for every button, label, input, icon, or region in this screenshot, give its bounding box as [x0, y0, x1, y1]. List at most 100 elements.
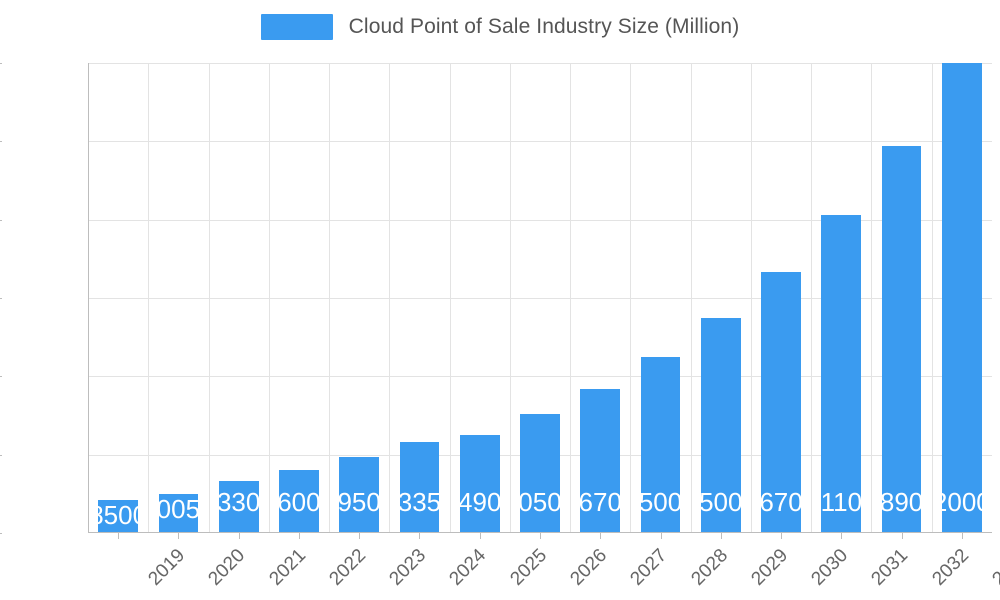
x-axis-tick-mark: [781, 533, 782, 539]
x-axis-tick-label: 2032: [927, 545, 973, 590]
x-axis-tick-mark: [299, 533, 300, 539]
bar[interactable]: 10050: [158, 493, 199, 533]
bar-slot: 10050: [158, 63, 199, 533]
x-axis-tick-label: 2025: [506, 545, 551, 590]
bar[interactable]: 98900: [881, 145, 922, 533]
gridline-vertical: [329, 63, 330, 533]
gridline-vertical: [510, 63, 511, 533]
bar-value-label: 24900: [459, 487, 500, 517]
gridline-vertical: [148, 63, 149, 533]
bar[interactable]: 16000: [279, 470, 319, 533]
bar-slot: 8500: [98, 63, 138, 533]
bar-slot: 55000: [700, 63, 741, 533]
gridline-horizontal: [88, 141, 992, 143]
x-axis-tick-label: 2020: [204, 545, 250, 590]
bar-slot: 45000: [640, 63, 681, 533]
x-axis-tick-mark: [721, 533, 722, 539]
x-axis-tick-label: 2019: [144, 545, 190, 590]
bar-slot: 81100: [821, 63, 862, 533]
x-axis-tick-label: 2029: [747, 545, 792, 590]
x-axis-tick-label: 2021: [265, 545, 310, 590]
bar-value-label: 36700: [580, 487, 621, 517]
x-axis-tick-mark: [359, 533, 360, 539]
x-axis-tick-mark: [118, 533, 119, 539]
bar-value-label: 45000: [640, 487, 681, 517]
bar-value-label: 19500: [339, 487, 380, 517]
bar[interactable]: 120000: [941, 63, 982, 533]
bar[interactable]: 23350: [399, 441, 440, 533]
bar-value-label: 98900: [881, 487, 922, 517]
bar-value-label: 30500: [520, 487, 560, 517]
y-axis-tick-mark: [0, 454, 2, 456]
y-axis-tick-mark: [0, 141, 2, 143]
bar-slot: 16000: [279, 63, 319, 533]
bar[interactable]: 36700: [580, 389, 621, 533]
y-axis-line: [88, 63, 89, 533]
x-axis: 2019 2020 2021 2022 2023 2024 2025 2026 2027 2028…: [88, 533, 1000, 600]
x-axis-tick-label: 2024: [445, 545, 491, 590]
x-axis-tick-label: 2031: [867, 545, 913, 590]
gridline-horizontal: [88, 298, 992, 299]
y-axis-tick-mark: [0, 63, 2, 64]
y-axis-tick-mark: [0, 298, 2, 299]
x-axis-tick-mark: [902, 533, 903, 539]
bar[interactable]: 19500: [339, 456, 380, 533]
x-axis-tick-mark: [600, 533, 601, 539]
bar-value-label: 23350: [399, 487, 440, 517]
bar-slot: 19500: [339, 63, 380, 533]
bar-slot: 120000: [941, 63, 982, 533]
x-axis-tick-label: 2028: [686, 545, 732, 590]
gridline-vertical: [811, 63, 812, 533]
bar[interactable]: 24900: [459, 435, 500, 533]
bar-slot: 13300: [218, 63, 259, 533]
gridline-vertical: [751, 63, 752, 533]
x-axis-tick-mark: [480, 533, 481, 539]
bar[interactable]: 13300: [218, 480, 259, 533]
x-axis-tick-mark: [962, 533, 963, 539]
x-axis-tick-mark: [419, 533, 420, 539]
bar[interactable]: 8500: [98, 499, 138, 533]
x-axis-tick-label: 2022: [325, 545, 371, 590]
bar-value-label: 8500: [98, 499, 138, 530]
x-axis-tick-mark: [841, 533, 842, 539]
x-axis-tick-label: 2030: [807, 545, 853, 590]
bar-slot: 23350: [399, 63, 440, 533]
gridline-vertical: [450, 63, 451, 533]
plot-area: 8500 10050 13300 16000 19500 23350 24900 30500 3…: [88, 63, 992, 533]
y-axis-tick-mark: [0, 376, 2, 378]
gridline-vertical: [630, 63, 631, 533]
gridline-horizontal: [88, 376, 992, 378]
bar-value-label: 120000: [942, 487, 982, 517]
chart-legend: Cloud Point of Sale Industry Size (Milli…: [0, 14, 1000, 40]
x-axis-tick-label: 2023: [385, 545, 431, 590]
bar-value-label: 66700: [761, 487, 801, 517]
bar-value-label: 13300: [218, 487, 259, 517]
bar[interactable]: 55000: [700, 317, 741, 533]
bar-value-label: 55000: [700, 487, 741, 517]
x-axis-tick-label: 2033: [988, 545, 1000, 590]
x-axis-tick-mark: [540, 533, 541, 539]
bar-slot: 66700: [761, 63, 801, 533]
x-axis-line: [88, 532, 992, 533]
bar-slot: 36700: [580, 63, 621, 533]
y-axis-tick-mark: [0, 533, 2, 534]
bar-slot: 98900: [881, 63, 922, 533]
bar-value-label: 81100: [821, 487, 862, 517]
bar[interactable]: 66700: [761, 271, 801, 533]
gridline-vertical: [209, 63, 210, 533]
x-axis-tick-mark: [661, 533, 662, 539]
gridline-horizontal: [88, 219, 992, 221]
gridline-horizontal: [88, 63, 992, 64]
legend-label: Cloud Point of Sale Industry Size (Milli…: [348, 15, 740, 38]
gridline-vertical: [269, 63, 270, 533]
bar[interactable]: 81100: [821, 215, 862, 533]
bar[interactable]: 45000: [640, 356, 681, 533]
gridline-vertical: [932, 63, 933, 533]
x-axis-tick-label: 2026: [566, 545, 612, 590]
bar[interactable]: 30500: [520, 413, 560, 533]
x-axis-tick-mark: [239, 533, 240, 539]
gridline-vertical: [570, 63, 571, 533]
x-axis-tick-label: 2027: [626, 545, 672, 590]
bar-slot: 30500: [520, 63, 560, 533]
legend-swatch-icon: [260, 14, 333, 40]
